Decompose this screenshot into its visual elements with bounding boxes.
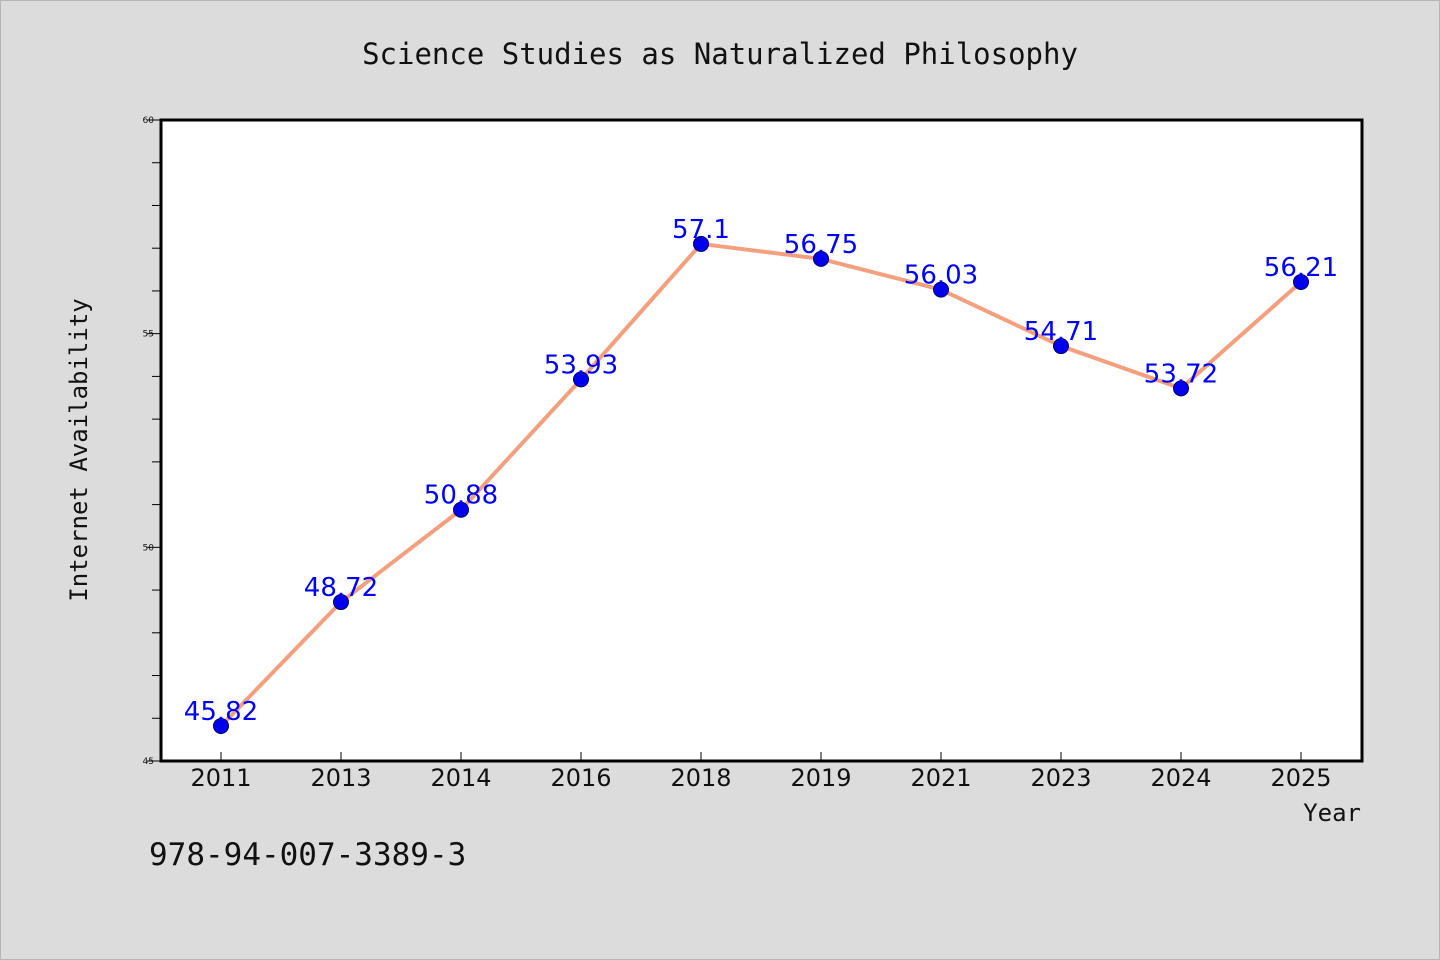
data-label: 45.82: [184, 697, 258, 727]
data-point-marker: [453, 501, 469, 518]
x-tick-label: 2013: [310, 764, 371, 792]
x-tick-label: 2023: [1030, 764, 1091, 792]
x-axis-label: Year: [1303, 799, 1361, 827]
x-tick-label: 2021: [910, 764, 971, 792]
series-layer: 45.82 48.72 50.88 53.93 57.1 56.75 56.03 54.71 5…: [184, 215, 1338, 734]
data-label: 56.75: [784, 230, 858, 260]
data-point-marker: [213, 717, 229, 734]
data-label: 50.88: [424, 481, 498, 511]
chart-title: Science Studies as Naturalized Philosoph…: [362, 37, 1078, 71]
data-label: 56.03: [904, 261, 978, 291]
data-label: 56.21: [1264, 253, 1338, 283]
data-point-marker: [933, 281, 949, 298]
data-point-marker: [333, 594, 349, 611]
x-tick-label: 2019: [790, 764, 851, 792]
x-tick-label: 2025: [1270, 764, 1331, 792]
data-point-marker: [1293, 273, 1309, 290]
plot-area: [159, 118, 1364, 763]
x-tick-label: 2014: [430, 764, 491, 792]
data-label: 57.1: [672, 215, 730, 245]
y-axis: 45 50 55 60: [143, 116, 160, 767]
series-line: [219, 241, 1303, 728]
y-tick-label: 60: [143, 116, 155, 126]
x-tick-label: 2018: [670, 764, 731, 792]
data-point-marker: [813, 250, 829, 267]
y-tick-label: 45: [143, 757, 154, 767]
x-tick-label: 2024: [1150, 764, 1211, 792]
data-point-marker: [1173, 380, 1189, 397]
y-axis-label: Internet Availability: [65, 298, 93, 601]
x-tick-label: 2011: [190, 764, 251, 792]
isbn-text: 978-94-007-3389-3: [149, 837, 466, 873]
y-tick-label: 50: [143, 543, 155, 553]
data-label: 54.71: [1024, 317, 1098, 347]
data-label: 48.72: [304, 573, 378, 603]
data-label: 53.72: [1144, 359, 1218, 389]
y-tick-label: 55: [143, 330, 154, 340]
x-axis: 2011 2013 2014 2016 2018 2019 2021 2023 2024 2025: [190, 752, 1332, 792]
x-tick-label: 2016: [550, 764, 611, 792]
data-point-marker: [573, 371, 589, 388]
data-label: 53.93: [544, 350, 618, 380]
data-point-marker: [693, 235, 709, 252]
data-point-marker: [1053, 338, 1069, 355]
